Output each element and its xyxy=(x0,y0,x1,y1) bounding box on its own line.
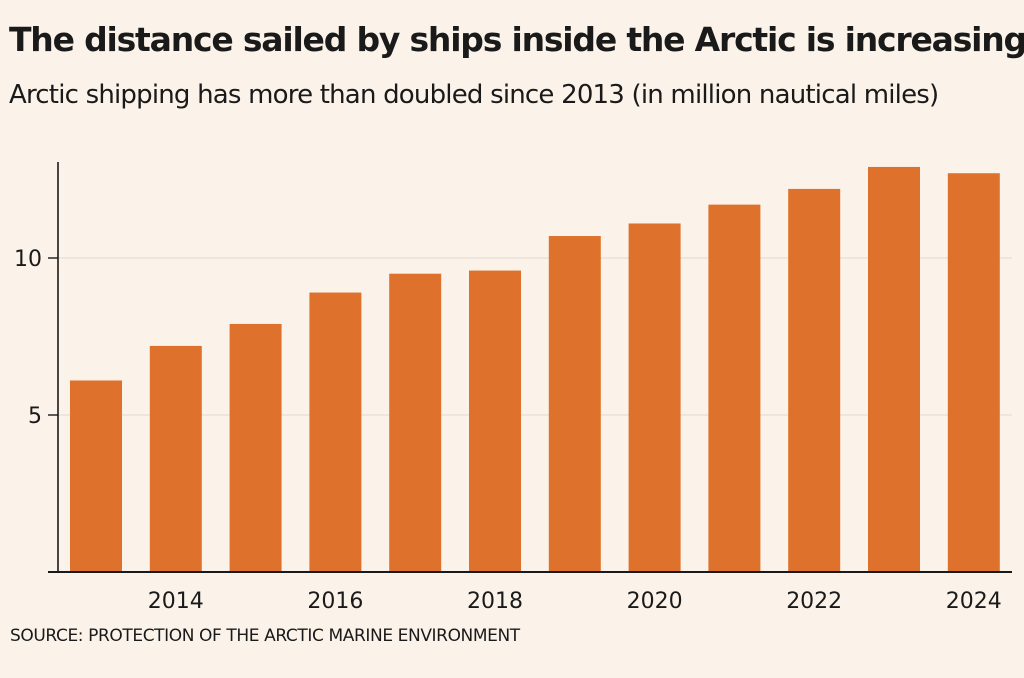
axes xyxy=(48,162,1012,573)
bar-2021 xyxy=(708,204,761,572)
tick-labels: 5 10 2014 2016 2018 2020 2022 2024 xyxy=(14,247,1002,614)
chart-title: The distance sailed by ships inside the … xyxy=(9,20,1024,59)
x-tick-label: 2020 xyxy=(627,589,683,614)
bar-2019 xyxy=(548,236,601,572)
bar-2024 xyxy=(947,173,1000,572)
bar-2022 xyxy=(788,188,841,573)
x-tick-label: 2016 xyxy=(307,589,363,614)
x-tick-label: 2014 xyxy=(148,589,204,614)
gridlines xyxy=(58,257,1012,416)
bars xyxy=(70,166,1000,573)
source-note: SOURCE: PROTECTION OF THE ARCTIC MARINE … xyxy=(10,626,520,646)
chart-subtitle: Arctic shipping has more than doubled si… xyxy=(9,80,939,110)
x-tick-label: 2024 xyxy=(946,589,1002,614)
y-tick-label: 10 xyxy=(14,247,42,272)
bar-2023 xyxy=(868,166,920,572)
bar-chart: 5 10 2014 2016 2018 2020 2022 2024 xyxy=(14,162,1012,614)
bar-2015 xyxy=(229,323,282,572)
y-tick-label: 5 xyxy=(28,404,42,429)
x-tick-label: 2018 xyxy=(467,589,523,614)
bar-2017 xyxy=(389,273,442,572)
bar-2018 xyxy=(469,270,521,572)
bar-2020 xyxy=(628,223,681,572)
bar-2013 xyxy=(70,380,122,572)
bar-2014 xyxy=(149,345,202,572)
x-tick-label: 2022 xyxy=(786,589,842,614)
bar-2016 xyxy=(309,292,362,572)
